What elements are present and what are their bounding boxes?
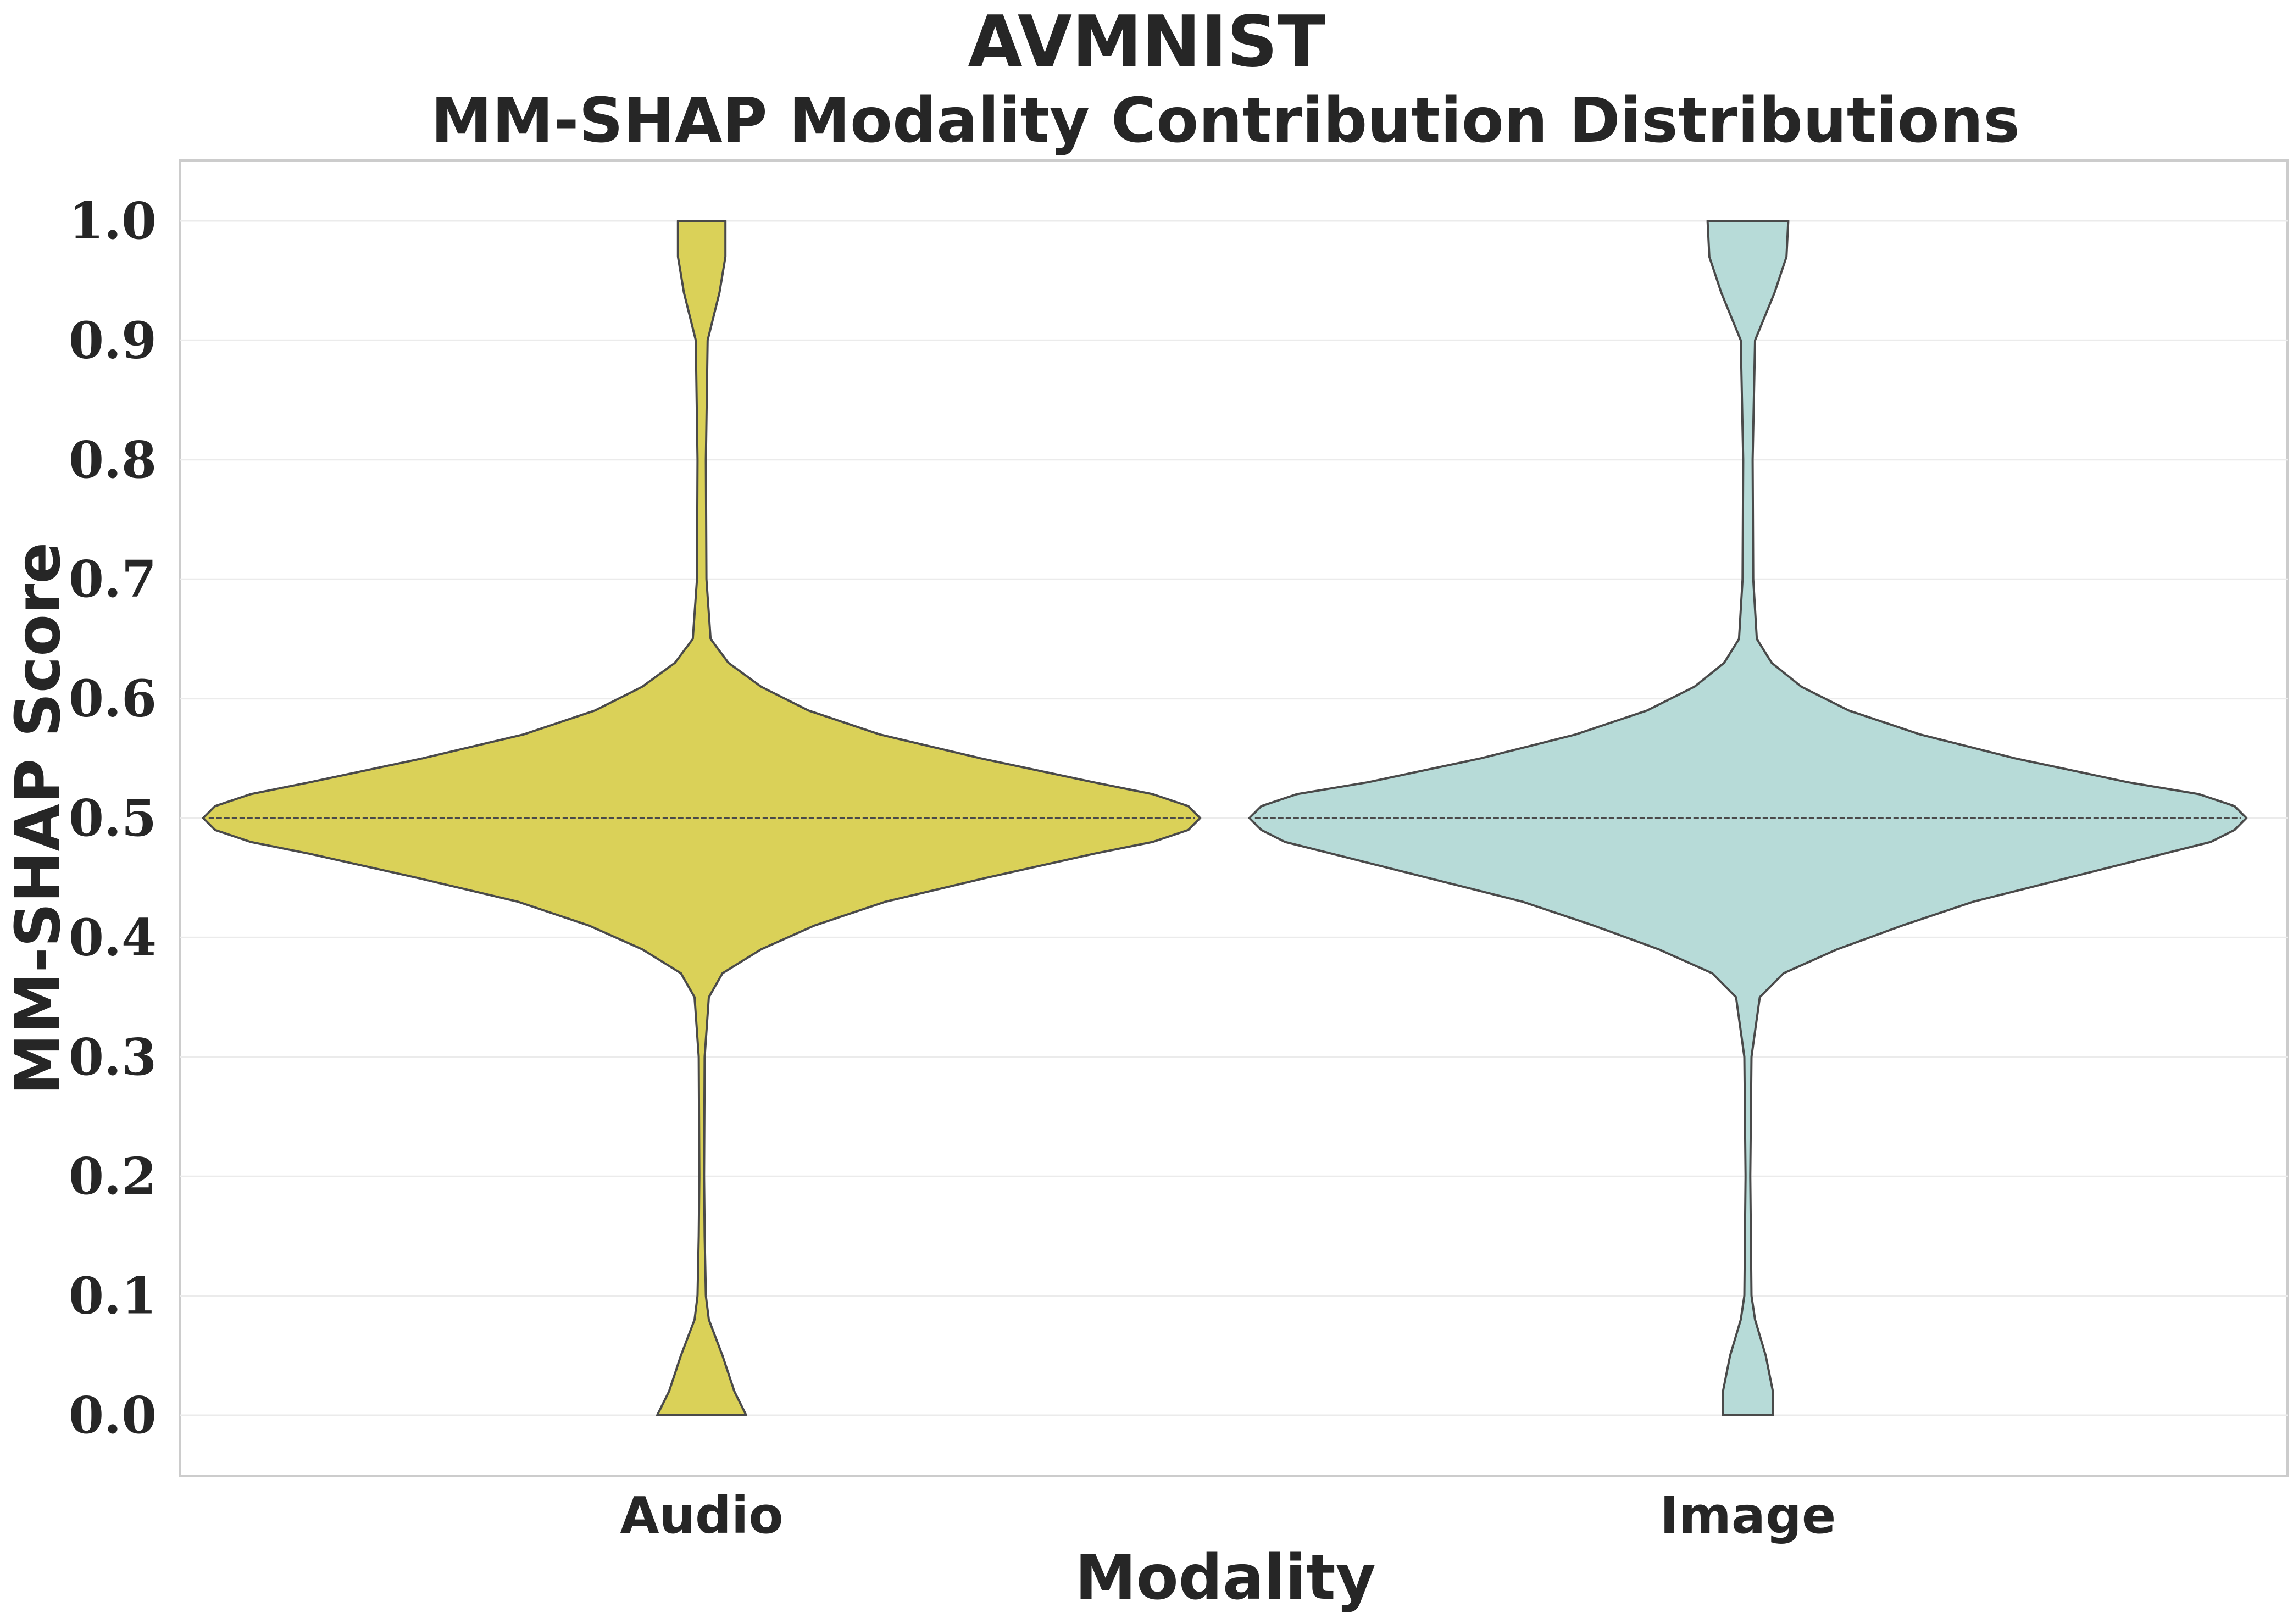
y-tick-label: 0.2: [69, 1147, 157, 1206]
x-tick-label: Image: [1660, 1486, 1836, 1545]
y-tick-label: 0.3: [69, 1027, 157, 1087]
x-tick-label: Audio: [620, 1486, 783, 1545]
y-tick-labels: 0.0 0.1 0.2 0.3 0.4 0.5 0.6 0.7 0.8 0.9 1.0: [69, 191, 157, 1445]
y-tick-label: 0.7: [69, 549, 157, 609]
y-axis-label: MM-SHAP Score: [3, 542, 74, 1095]
y-tick-label: 0.1: [69, 1266, 157, 1326]
y-tick-label: 0.5: [69, 788, 157, 848]
y-tick-label: 1.0: [69, 191, 157, 251]
x-tick-labels: Audio Image: [620, 1486, 1836, 1545]
y-tick-label: 0.6: [69, 669, 157, 728]
chart-subtitle: MM-SHAP Modality Contribution Distributi…: [431, 85, 2020, 157]
violins: [202, 220, 2248, 1416]
y-tick-label: 0.8: [69, 430, 157, 490]
x-axis-label: Modality: [1075, 1542, 1375, 1614]
y-tick-label: 0.9: [69, 310, 157, 370]
y-tick-label: 0.4: [69, 908, 157, 967]
y-tick-label: 0.0: [69, 1386, 157, 1445]
chart-title: AVMNIST: [968, 1, 1325, 83]
